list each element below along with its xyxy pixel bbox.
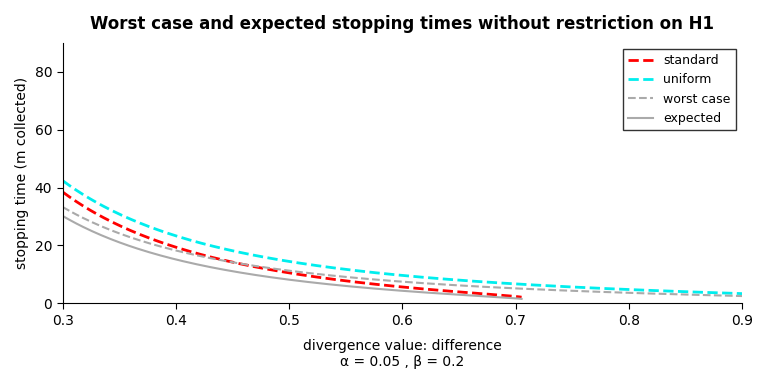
Y-axis label: stopping time (m collected): stopping time (m collected) [15, 77, 29, 269]
Title: Worst case and expected stopping times without restriction on H1: Worst case and expected stopping times w… [91, 15, 714, 33]
X-axis label: divergence value: difference
α = 0.05 , β = 0.2: divergence value: difference α = 0.05 , … [303, 339, 502, 369]
Legend: standard, uniform, worst case, expected: standard, uniform, worst case, expected [624, 49, 736, 130]
